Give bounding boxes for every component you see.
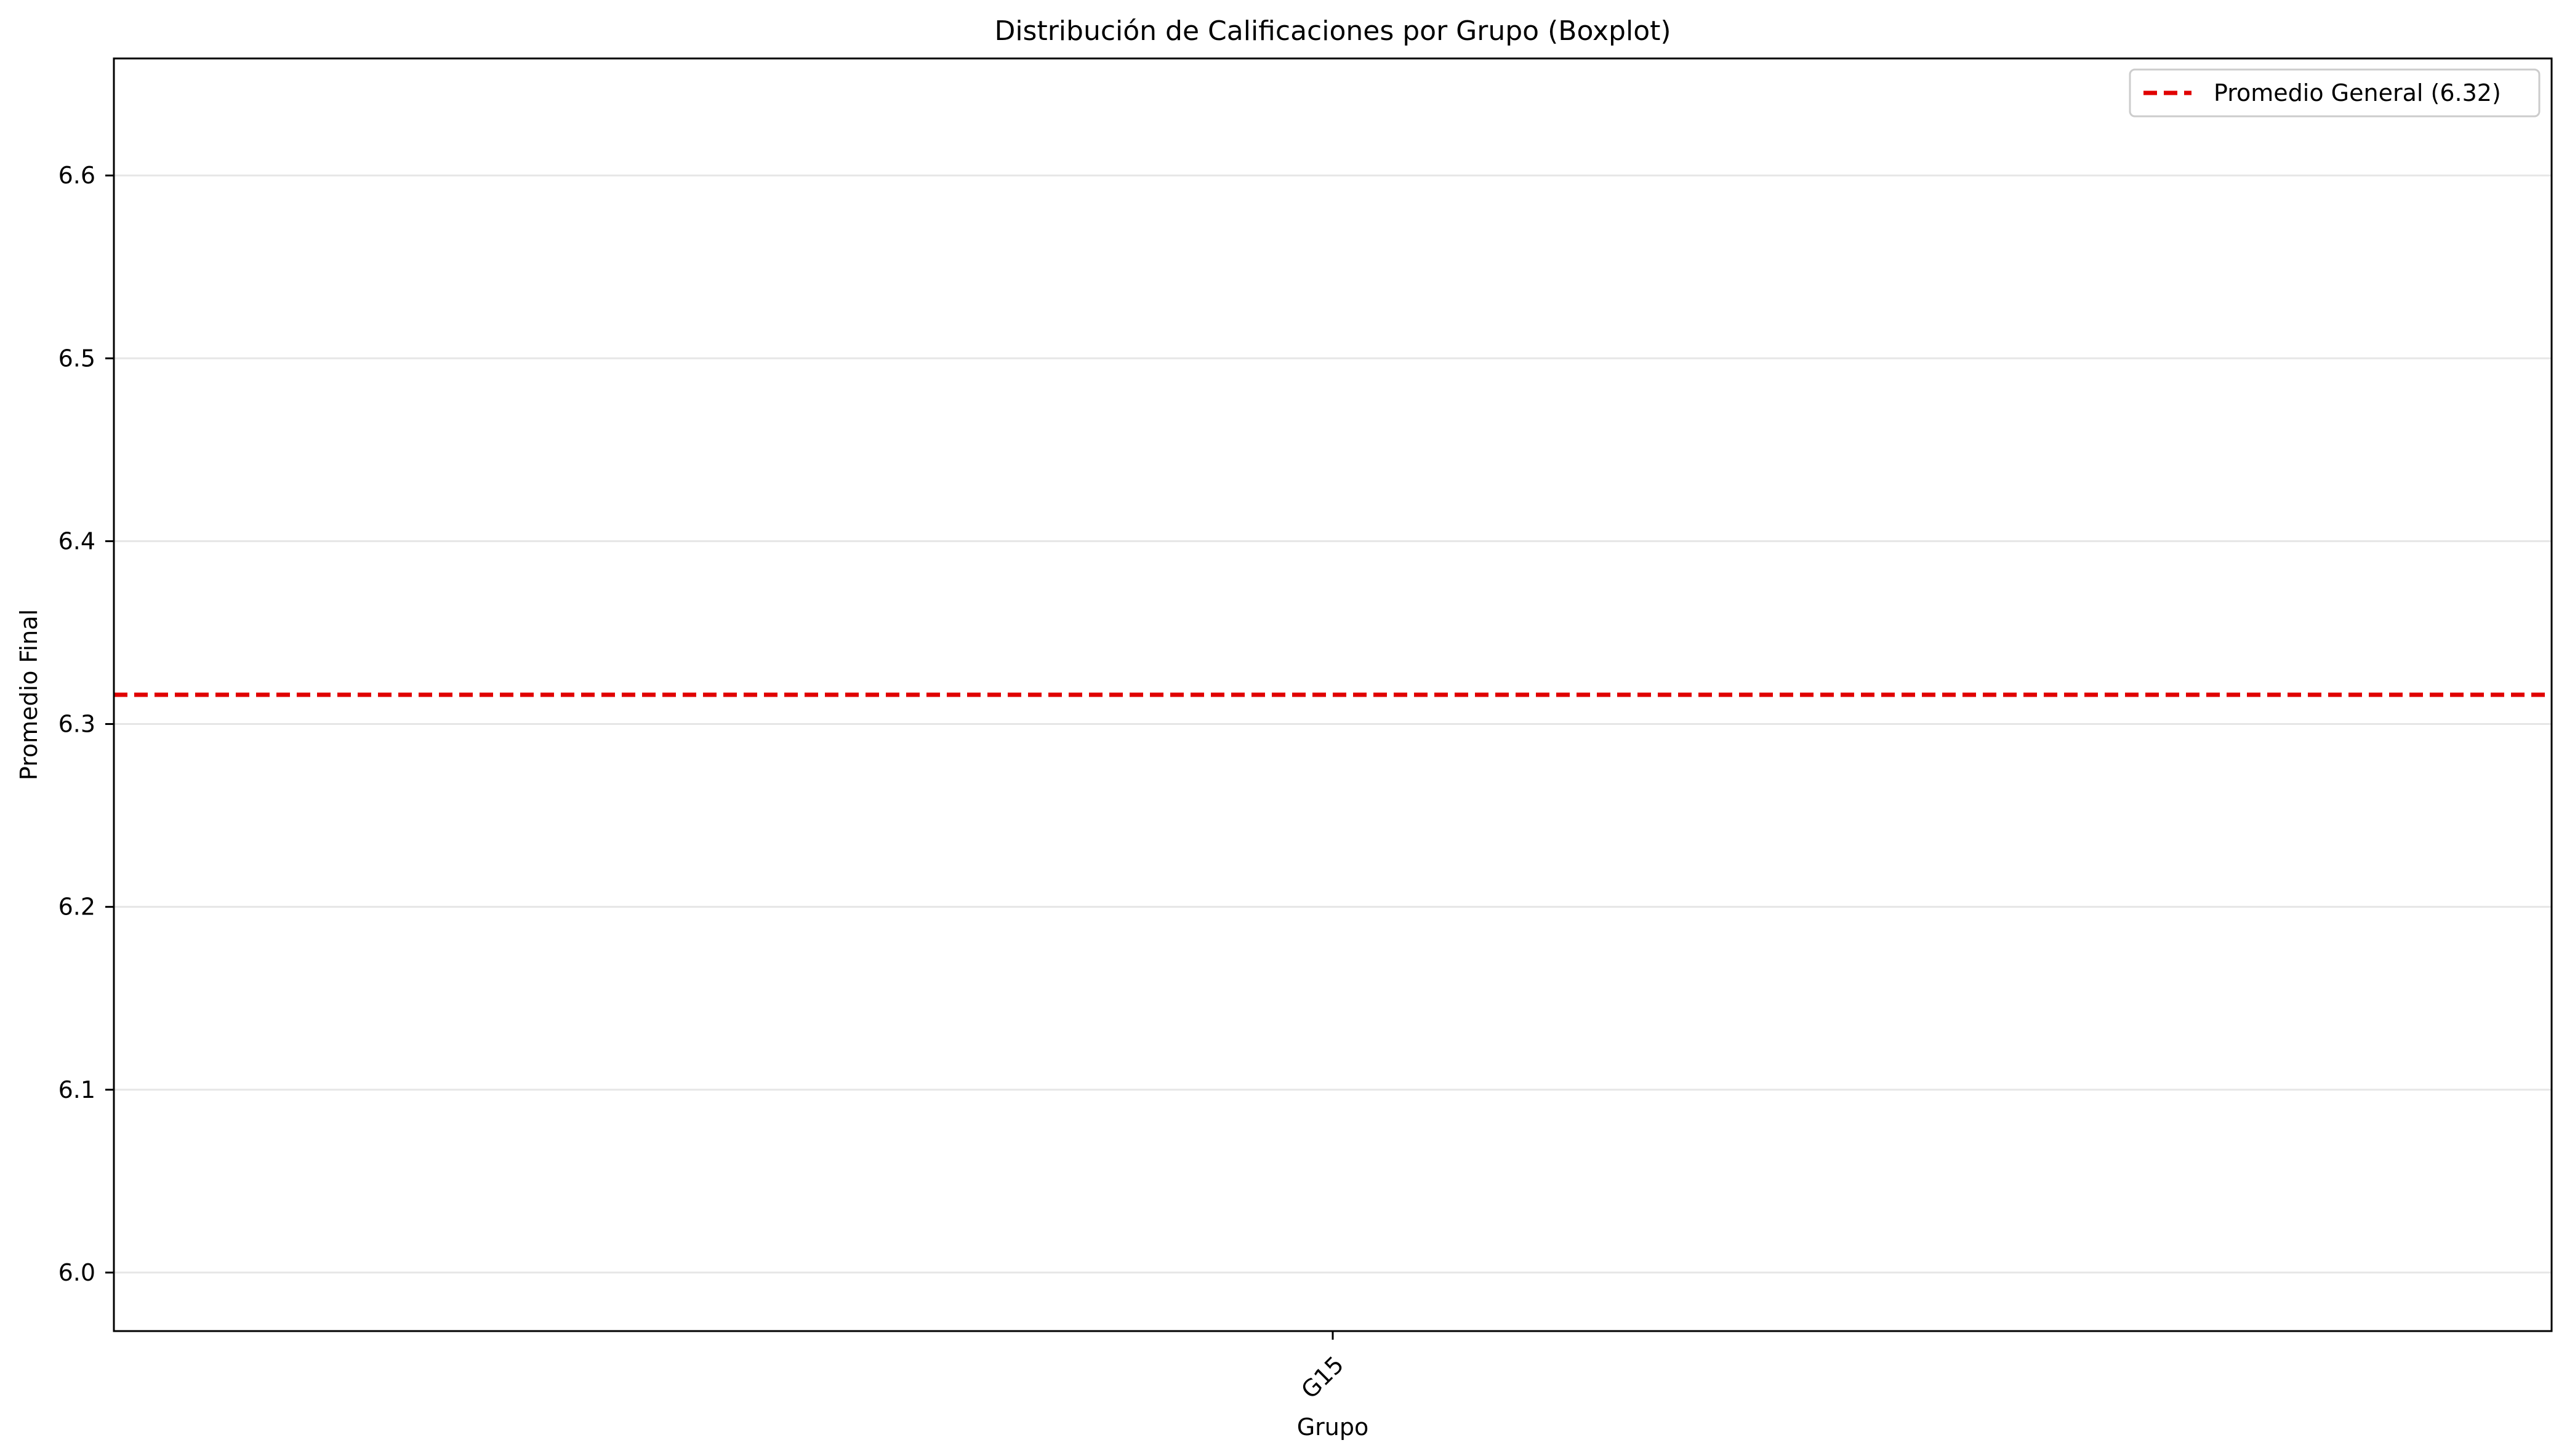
y-tick-label: 6.2	[58, 894, 95, 921]
legend-box	[2129, 68, 2541, 118]
gridlines	[114, 174, 2552, 1274]
legend-label: Promedio General (6.32)	[2214, 79, 2501, 106]
y-tick-label: 6.0	[58, 1259, 95, 1286]
y-tick-label: 6.4	[58, 527, 95, 554]
y-tick-label: 6.5	[58, 345, 95, 372]
y-axis-ticks: 6.0 6.1 6.2 6.3 6.4 6.5 6.6	[58, 162, 114, 1286]
chart-title: Distribución de Calificaciones por Grupo…	[994, 15, 1671, 47]
legend: Promedio General (6.32)	[2129, 68, 2541, 118]
x-axis-label: Grupo	[1297, 1414, 1369, 1441]
y-tick-label: 6.1	[58, 1076, 95, 1103]
y-tick-label: 6.6	[58, 162, 95, 189]
y-tick-label: 6.3	[58, 711, 95, 738]
y-axis-label: Promedio Final	[15, 609, 42, 780]
